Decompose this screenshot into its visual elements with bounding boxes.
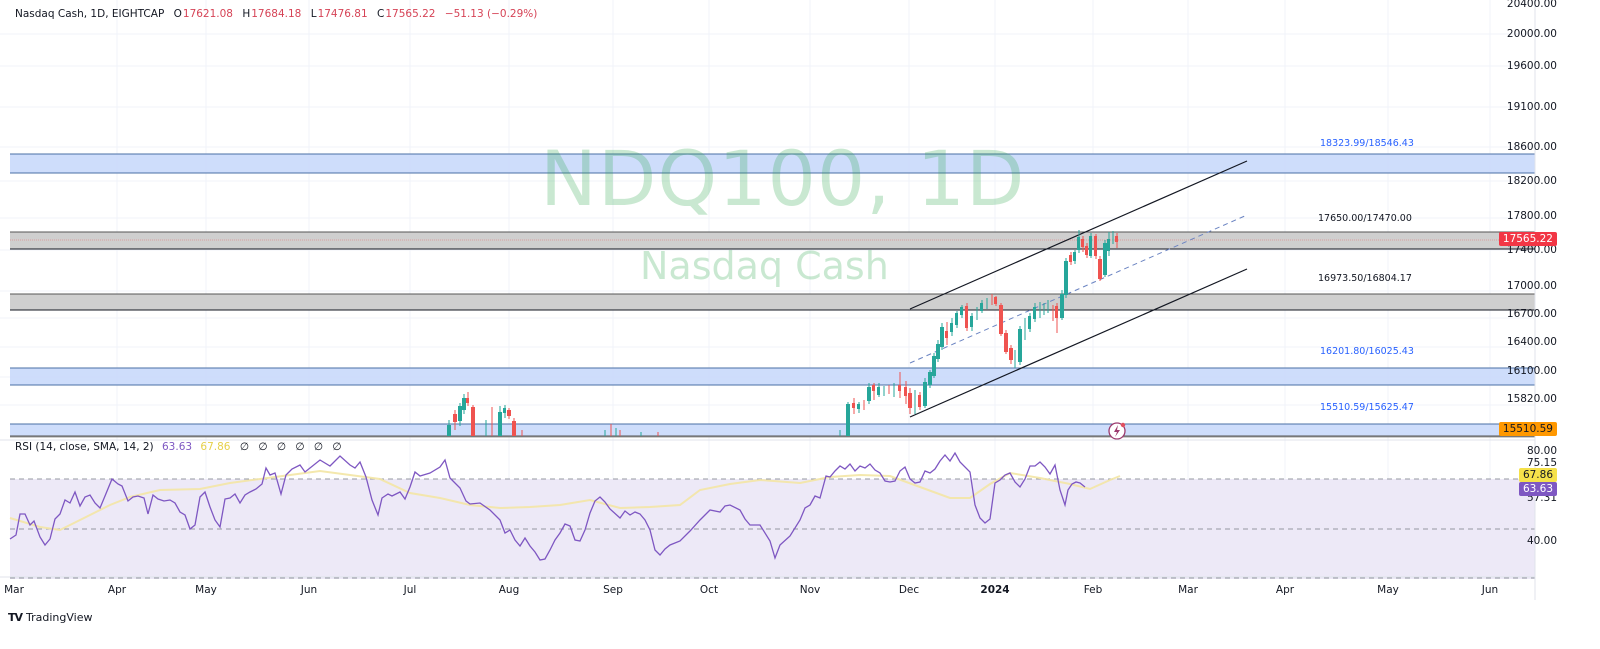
close-value: 17565.22	[385, 8, 436, 20]
price-tick: 16700.00	[1506, 308, 1557, 320]
empty-value: ∅	[313, 441, 323, 453]
price-tick: 18600.00	[1506, 141, 1557, 153]
price-tick: 20000.00	[1506, 28, 1557, 40]
zone-16201-16025[interactable]	[10, 367, 1535, 386]
rsi-title: RSI (14, close, SMA, 14, 2)	[15, 441, 154, 453]
rsi-tick: 75.15	[1526, 457, 1557, 469]
rsi-line	[9, 451, 1086, 561]
zone-18323-18546[interactable]	[10, 153, 1535, 174]
rsi-value: 63.63	[162, 441, 193, 453]
watermark-subtitle: Nasdaq Cash	[640, 244, 889, 288]
zone-15510-15625[interactable]	[10, 423, 1535, 437]
rsi-legend[interactable]: RSI (14, close, SMA, 14, 2) 63.63 67.86 …	[15, 441, 341, 453]
price-tick: 18200.00	[1506, 175, 1557, 187]
time-label: Oct	[699, 584, 719, 596]
symbol-name: Nasdaq Cash, 1D, EIGHTCAP	[15, 8, 165, 20]
change-value: −51.13 (−0.29%)	[444, 8, 538, 20]
high-label: H	[242, 8, 251, 20]
price-tick: 17000.00	[1506, 280, 1557, 292]
empty-value: ∅	[332, 441, 342, 453]
time-label: Feb	[1083, 584, 1103, 596]
empty-value: ∅	[239, 441, 249, 453]
rsi-ma-line	[9, 469, 1121, 532]
zone-label-15510: 15510.59/15625.47	[1320, 402, 1414, 413]
price-tick: 17800.00	[1506, 210, 1557, 222]
price-tick: 16400.00	[1506, 336, 1557, 348]
current-price-tag: 17565.22	[1498, 232, 1557, 246]
time-label-year: 2024	[980, 584, 1010, 596]
rsi-ma-value: 67.86	[200, 441, 231, 453]
zone-17650-17470[interactable]	[10, 231, 1535, 250]
zone-label-16201: 16201.80/16025.43	[1320, 346, 1414, 357]
watermark-title: NDQ100, 1D	[540, 134, 1026, 223]
time-label: Jun	[300, 584, 318, 596]
brand-name: TradingView	[26, 611, 93, 624]
low-value: 17476.81	[317, 8, 368, 20]
rsi-value-tag: 63.63	[1518, 482, 1557, 496]
low-label: L	[310, 8, 317, 20]
time-label: May	[195, 584, 217, 596]
zone-16973-16804[interactable]	[10, 293, 1535, 311]
time-label: Sep	[603, 584, 623, 596]
tradingview-brand[interactable]: 𝗧𝗩 TradingView	[8, 611, 93, 624]
time-label: Jul	[403, 584, 417, 596]
time-label: Aug	[498, 584, 520, 596]
tradingview-logo-icon: 𝗧𝗩	[8, 611, 23, 624]
price-tick: 19600.00	[1506, 60, 1557, 72]
time-label: Mar	[1178, 584, 1198, 596]
price-tick: 20400.00	[1506, 0, 1557, 10]
open-value: 17621.08	[182, 8, 233, 20]
time-label: Mar	[4, 584, 24, 596]
empty-value: ∅	[258, 441, 268, 453]
zone-label-16973: 16973.50/16804.17	[1318, 273, 1412, 284]
price-tick: 16100.00	[1506, 365, 1557, 377]
zone-label-17650: 17650.00/17470.00	[1318, 213, 1412, 224]
rsi-ma-tag: 67.86	[1518, 468, 1557, 482]
close-label: C	[377, 8, 385, 20]
time-label: May	[1377, 584, 1399, 596]
lightning-event-icon[interactable]	[1108, 422, 1126, 440]
zone-label-18323: 18323.99/18546.43	[1320, 138, 1414, 149]
hline-price-tag: 15510.59	[1498, 422, 1557, 436]
rsi-tick: 40.00	[1526, 535, 1557, 547]
empty-value: ∅	[295, 441, 305, 453]
price-tick: 19100.00	[1506, 101, 1557, 113]
time-label: Dec	[898, 584, 920, 596]
empty-value: ∅	[276, 441, 286, 453]
time-label: Nov	[799, 584, 821, 596]
rsi-tick: 80.00	[1526, 445, 1557, 457]
open-label: O	[173, 8, 182, 20]
time-label: Apr	[107, 584, 127, 596]
price-tick: 17400.00	[1506, 244, 1557, 256]
time-label: Apr	[1275, 584, 1295, 596]
symbol-legend[interactable]: Nasdaq Cash, 1D, EIGHTCAP O17621.08 H176…	[15, 8, 537, 20]
high-value: 17684.18	[251, 8, 302, 20]
candlesticks	[447, 230, 1118, 436]
price-tick: 15820.00	[1506, 393, 1557, 405]
time-label: Jun	[1481, 584, 1499, 596]
